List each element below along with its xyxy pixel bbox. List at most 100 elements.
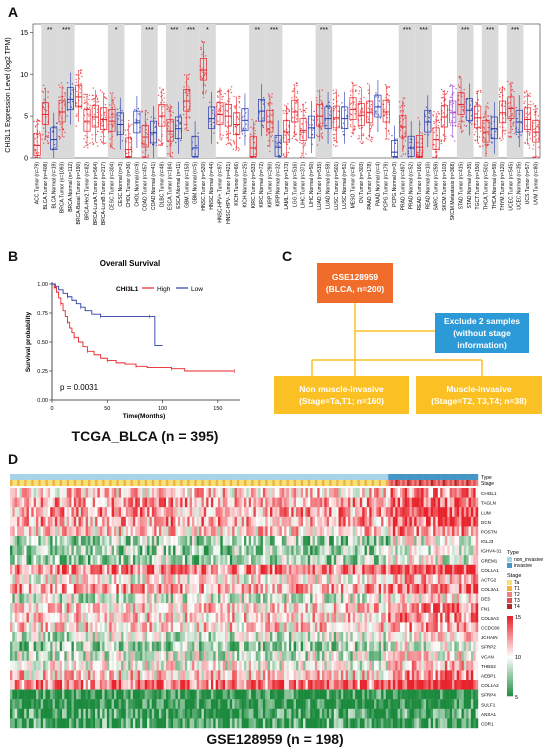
stage-cell bbox=[291, 480, 294, 486]
data-point bbox=[321, 137, 324, 139]
heatmap-cell bbox=[288, 516, 292, 527]
heatmap-cell bbox=[28, 603, 32, 613]
heatmap-cell bbox=[116, 584, 119, 594]
heatmap-cell bbox=[376, 536, 379, 546]
heatmap-cell bbox=[151, 603, 155, 613]
heatmap-cell bbox=[97, 593, 101, 604]
heatmap-cell bbox=[364, 545, 368, 556]
data-point bbox=[282, 154, 285, 156]
heatmap-cell bbox=[194, 574, 197, 585]
stage-cell bbox=[154, 480, 157, 486]
heatmap-cell bbox=[203, 526, 207, 537]
data-point bbox=[87, 147, 89, 149]
stage-cell bbox=[149, 480, 153, 486]
heatmap-cell bbox=[340, 516, 344, 527]
stage-cell bbox=[444, 480, 448, 486]
heatmap-cell bbox=[374, 507, 377, 517]
heatmap-cell bbox=[378, 488, 382, 498]
data-point bbox=[155, 144, 157, 147]
heatmap-cell bbox=[196, 564, 200, 575]
data-point bbox=[271, 103, 273, 105]
heatmap-cell bbox=[428, 516, 431, 527]
heatmap-cell bbox=[475, 536, 479, 546]
heatmap-cell bbox=[95, 507, 98, 517]
heatmap-cell bbox=[210, 545, 214, 556]
stage-cell bbox=[64, 480, 67, 486]
heatmap-cell bbox=[213, 488, 216, 498]
heatmap-cell bbox=[163, 564, 167, 575]
gene-label: COL1A1 bbox=[481, 568, 499, 573]
type-cell bbox=[118, 474, 122, 480]
box-26 bbox=[249, 119, 258, 158]
data-point bbox=[360, 142, 363, 145]
heatmap-cell bbox=[307, 536, 311, 546]
heatmap-cell bbox=[288, 564, 292, 575]
heatmap-cell bbox=[170, 488, 174, 498]
heatmap-cell bbox=[80, 545, 84, 556]
heatmap-cell bbox=[76, 526, 79, 537]
data-point bbox=[254, 148, 257, 150]
heatmap-cell bbox=[118, 603, 122, 613]
heatmap-cell bbox=[130, 545, 134, 556]
data-point bbox=[450, 103, 452, 106]
heatmap-cell bbox=[348, 526, 351, 537]
heatmap-cell bbox=[59, 603, 63, 613]
heatmap-cell bbox=[206, 603, 209, 613]
heatmap-cell bbox=[312, 526, 316, 537]
data-point bbox=[200, 48, 202, 50]
type-cell bbox=[364, 474, 368, 480]
heatmap-cell bbox=[229, 488, 233, 498]
heatmap-cell bbox=[279, 574, 283, 585]
heatmap-cell bbox=[151, 555, 155, 565]
heatmap-cell bbox=[123, 584, 127, 594]
data-point bbox=[101, 91, 103, 93]
heatmap-cell bbox=[175, 507, 179, 517]
heatmap-cell bbox=[57, 545, 60, 556]
type-cell bbox=[331, 474, 335, 480]
heatmap-cell bbox=[144, 564, 148, 575]
data-point bbox=[242, 116, 244, 118]
data-point bbox=[295, 118, 298, 120]
heatmap-cell bbox=[364, 593, 368, 604]
significance-label: *** bbox=[145, 27, 153, 34]
data-point bbox=[187, 92, 189, 95]
heatmap-cell bbox=[161, 593, 164, 604]
heatmap-cell bbox=[14, 593, 18, 604]
heatmap-cell bbox=[470, 497, 474, 508]
heatmap-cell bbox=[364, 516, 368, 527]
heatmap-cell bbox=[324, 536, 327, 546]
data-point bbox=[365, 137, 368, 139]
heatmap-cell bbox=[385, 488, 389, 498]
heatmap-cell bbox=[338, 507, 342, 517]
heatmap-cell bbox=[277, 584, 280, 594]
heatmap-cell bbox=[340, 584, 344, 594]
data-point bbox=[404, 135, 406, 137]
stage-cell bbox=[262, 480, 266, 486]
heatmap-cell bbox=[281, 564, 285, 575]
heatmap-cell bbox=[260, 488, 264, 498]
heatmap-cell bbox=[355, 497, 358, 508]
data-point bbox=[375, 92, 377, 94]
heatmap-cell bbox=[158, 564, 162, 575]
heatmap-cell bbox=[383, 516, 387, 527]
heatmap-cell bbox=[192, 507, 195, 517]
heatmap-cell bbox=[400, 497, 403, 508]
heatmap-cell bbox=[69, 497, 72, 508]
heatmap-cell bbox=[303, 574, 306, 585]
heatmap-cell bbox=[359, 488, 363, 498]
data-point bbox=[166, 105, 168, 107]
heatmap-cell bbox=[73, 526, 77, 537]
heatmap-cell bbox=[118, 584, 122, 594]
heatmap-cell bbox=[182, 545, 186, 556]
heatmap-cell bbox=[85, 507, 89, 517]
heatmap-cell bbox=[203, 516, 207, 527]
data-point bbox=[238, 97, 240, 100]
data-point bbox=[96, 97, 99, 99]
heatmap-cell bbox=[52, 564, 56, 575]
data-point bbox=[96, 98, 99, 101]
stage-cell bbox=[246, 480, 249, 486]
data-point bbox=[100, 114, 103, 117]
heatmap-cell bbox=[267, 555, 271, 565]
data-point bbox=[229, 107, 232, 110]
heatmap-cell bbox=[470, 516, 474, 527]
